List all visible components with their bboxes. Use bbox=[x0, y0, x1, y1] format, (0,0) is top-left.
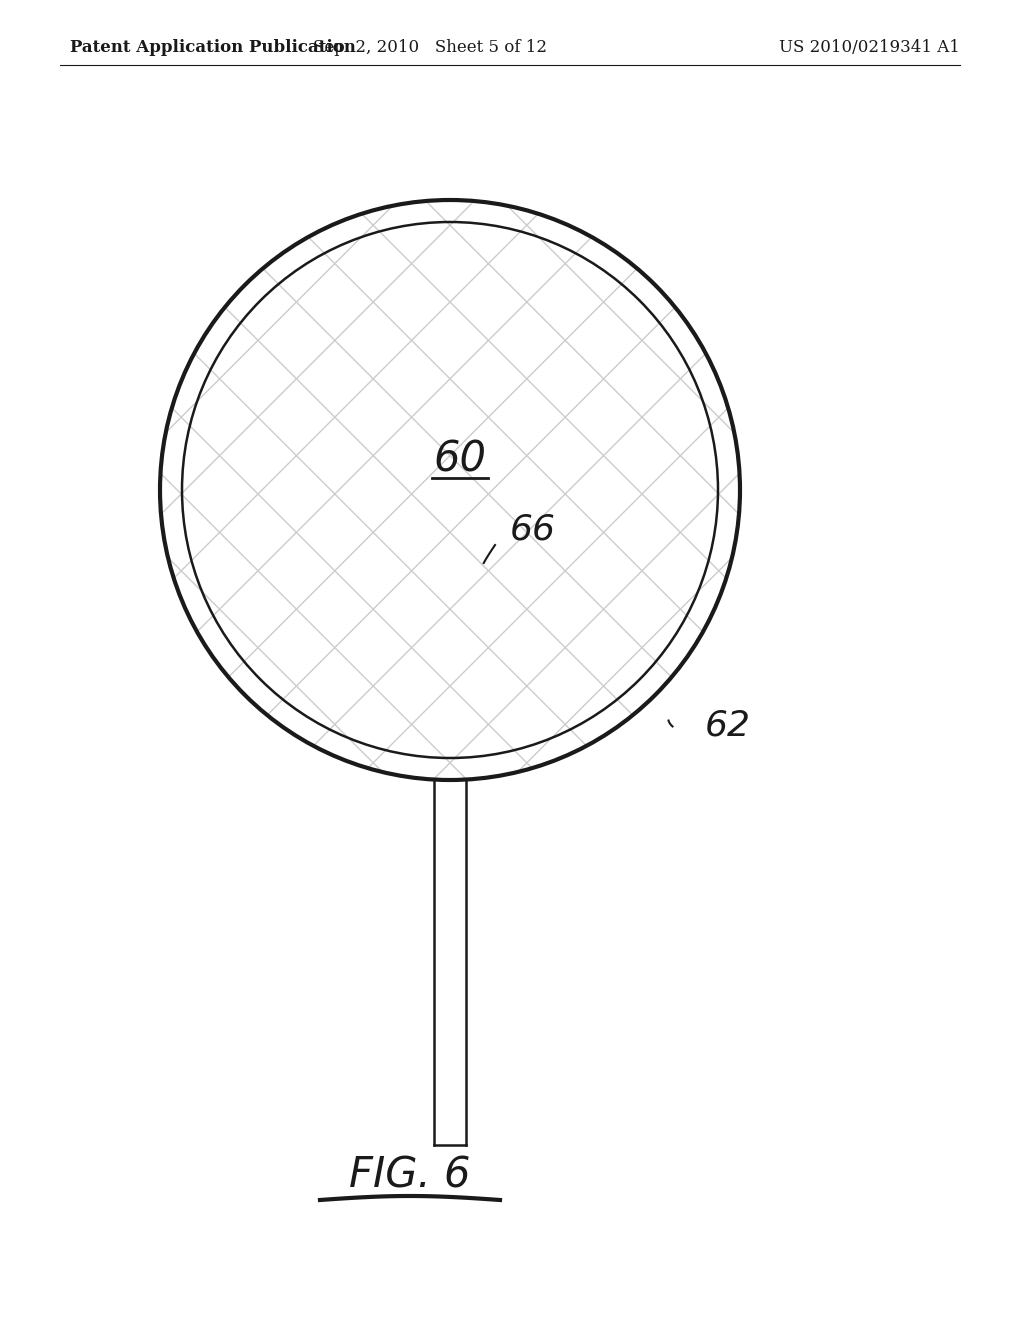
Text: 60: 60 bbox=[433, 440, 486, 480]
Text: 62: 62 bbox=[705, 708, 751, 742]
Text: FIG. 6: FIG. 6 bbox=[349, 1154, 471, 1196]
Text: Sep. 2, 2010   Sheet 5 of 12: Sep. 2, 2010 Sheet 5 of 12 bbox=[313, 40, 547, 57]
Text: 66: 66 bbox=[510, 513, 556, 546]
Text: Patent Application Publication: Patent Application Publication bbox=[70, 40, 356, 57]
Text: US 2010/0219341 A1: US 2010/0219341 A1 bbox=[779, 40, 961, 57]
